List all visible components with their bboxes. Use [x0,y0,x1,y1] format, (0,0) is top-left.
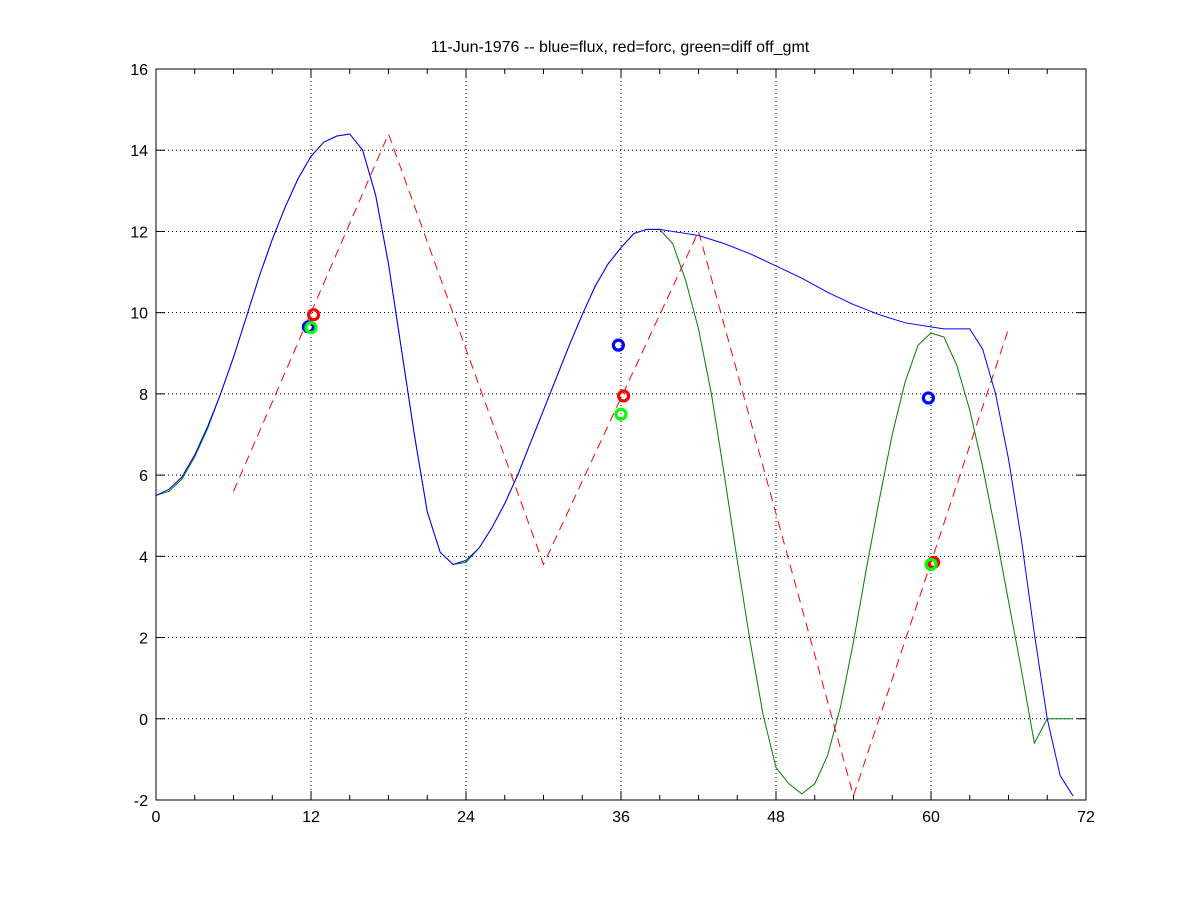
data-point-marker [306,308,321,322]
x-tick-label: 36 [612,809,630,826]
series-line [155,133,1074,795]
x-tick-label: 12 [302,809,320,826]
data-point-marker [614,407,628,421]
y-tick-label: 2 [139,631,148,648]
data-point-marker [921,391,936,405]
y-tick-label: -2 [134,793,148,810]
data-point-marker [924,557,938,572]
x-tick-label: 24 [457,809,475,826]
x-tick-label: 72 [1077,809,1095,826]
series-line [233,132,1009,798]
y-tick-label: 10 [130,306,148,323]
data-point-marker [304,321,318,335]
y-tick-label: 12 [130,224,148,241]
y-tick-label: 8 [139,387,148,404]
plot-area-frame [155,68,1087,801]
grid [156,69,1086,800]
marker-layer [301,308,941,572]
x-tick-label: 0 [152,809,161,826]
y-tick-label: 4 [139,549,148,566]
y-tick-label: 6 [139,468,148,485]
data-point-marker [611,338,626,352]
chart-title: 11-Jun-1976 -- blue=flux, red=forc, gree… [431,39,810,56]
y-tick-label: 0 [139,712,148,729]
x-tick-label: 60 [922,809,940,826]
y-tick-label: 14 [130,143,148,160]
data-point-marker [616,389,631,403]
series-line [155,133,1074,797]
y-tick-label: 16 [130,62,148,79]
series-layer [155,132,1074,798]
x-tick-label: 48 [767,809,785,826]
